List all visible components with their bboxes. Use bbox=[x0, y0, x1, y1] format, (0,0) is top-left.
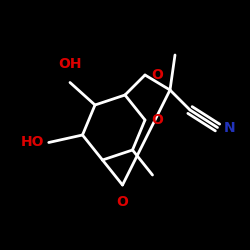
Text: O: O bbox=[151, 68, 163, 82]
Text: O: O bbox=[116, 195, 128, 209]
Text: HO: HO bbox=[20, 136, 44, 149]
Text: OH: OH bbox=[58, 57, 82, 71]
Text: N: N bbox=[224, 120, 235, 134]
Text: O: O bbox=[151, 113, 163, 127]
